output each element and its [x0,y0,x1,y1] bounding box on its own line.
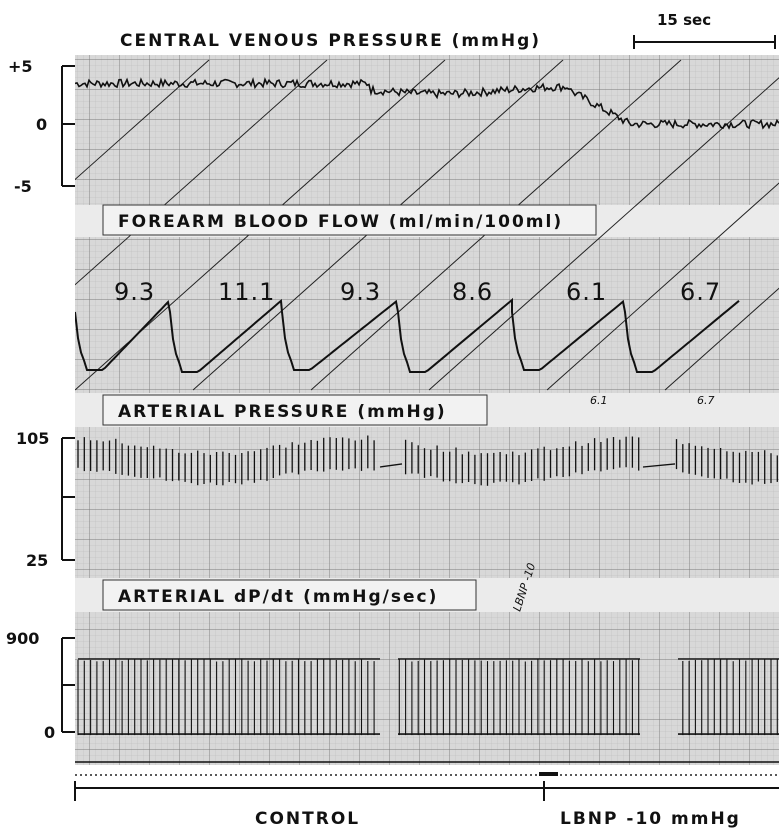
ap-tick-label: 25 [26,551,48,570]
time-scale-bar: 15 sec [633,11,776,49]
dpdt-tick-label: 0 [44,723,55,742]
dpdt-axis: 900 0 [6,629,75,742]
flow-value: 6.1 [566,278,607,306]
time-marker-strip [75,761,779,776]
handwritten-flow-note: 6.1 [590,394,608,407]
forearm-flow-trace [75,297,740,373]
flow-value: 11.1 [218,278,275,306]
cvp-axis: +5 0 -5 [8,57,75,196]
condition-bracket: CONTROL LBNP -10 mmHg [74,781,779,829]
flow-values: 9.3 11.1 9.3 8.6 6.1 6.7 [114,278,721,306]
arterial-pressure-trace [77,435,778,486]
ramp-line [428,77,779,391]
cvp-tick-label: -5 [14,177,32,196]
flow-value: 9.3 [114,278,155,306]
flow-value: 8.6 [452,278,493,306]
ap-title-box [102,394,488,426]
ap-axis: 105 25 [16,429,75,570]
dpdt-tick-label: 900 [6,629,39,648]
fbf-title-box [102,204,597,236]
cvp-title: CENTRAL VENOUS PRESSURE (mmHg) [120,31,541,51]
arterial-dpdt-trace [77,658,779,736]
cvp-tick-label: 0 [36,115,47,134]
ap-tick-label: 105 [16,429,49,448]
ramp-line [546,182,779,391]
time-scale-label: 15 sec [657,11,711,29]
flow-value: 6.7 [680,278,721,306]
lbnp-label: LBNP -10 mmHg [560,809,741,829]
fbf-title: FOREARM BLOOD FLOW (ml/min/100ml) [118,212,563,232]
handwritten-flow-note: 6.7 [697,394,715,407]
cvp-trace [75,76,779,130]
ap-title: ARTERIAL PRESSURE (mmHg) [118,402,447,422]
ramp-line [664,287,779,391]
pressure-gap-trace [379,463,403,468]
cvp-tick-label: +5 [8,57,33,76]
pressure-gap-trace [642,463,676,468]
dpdt-title: ARTERIAL dP/dt (mmHg/sec) [118,587,438,607]
control-label: CONTROL [255,809,360,829]
dpdt-title-box [102,579,477,611]
ramp-line [75,59,210,181]
flow-value: 9.3 [340,278,381,306]
